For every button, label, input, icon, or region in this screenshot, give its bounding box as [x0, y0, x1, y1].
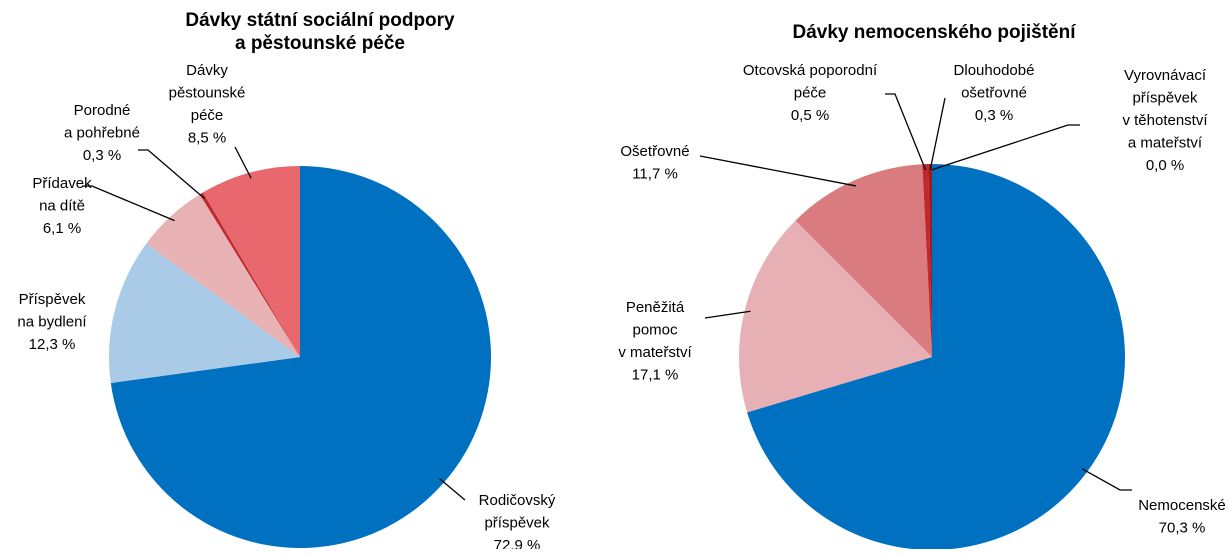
value-label: 8,5 %	[188, 130, 226, 147]
slice-label: Porodné a pohřebné	[64, 102, 140, 142]
slice-label: Nemocenské	[1138, 497, 1226, 514]
slice-label: Přídavek na dítě	[32, 175, 92, 215]
slice-label: Rodičovský příspěvek	[479, 492, 556, 532]
leader-line	[234, 146, 252, 179]
value-label: 72,9 %	[494, 537, 541, 549]
slice-label: Peněžitá pomoc v mateřství	[618, 299, 692, 361]
slice-label: Otcovská poporodní péče	[743, 62, 878, 102]
chart-title: Dávky nemocenského pojištění	[793, 22, 1077, 43]
pie-slice	[747, 164, 1125, 550]
value-label: 0,3 %	[83, 147, 121, 164]
slice-label: Dlouhodobé ošetřovné	[954, 62, 1035, 102]
slice-label: Vyrovnávací příspěvek v těhotenství a mateř…	[1122, 67, 1208, 152]
leader-line	[138, 149, 205, 199]
pie-slice	[928, 164, 932, 357]
pie-slice	[795, 164, 932, 357]
leader-line	[885, 93, 927, 171]
slice-label: Příspěvek na bydlení	[17, 291, 87, 331]
pie-slice	[202, 166, 300, 357]
value-label: 6,1 %	[43, 220, 81, 237]
leader-line	[82, 185, 175, 222]
pie-slice	[146, 194, 300, 357]
value-label: 0,3 %	[975, 107, 1013, 124]
pie-slice	[110, 166, 491, 548]
value-label: 70,3 %	[1159, 520, 1206, 537]
value-label: 12,3 %	[29, 336, 76, 353]
slice-label: Dávky pěstounské péče	[169, 62, 246, 124]
leader-line	[1081, 468, 1132, 491]
leader-line	[439, 478, 466, 501]
value-label: 17,1 %	[632, 367, 679, 384]
pie-slice	[109, 243, 300, 383]
pie-slice	[922, 164, 932, 357]
leader-line	[699, 155, 857, 187]
value-label: 11,7 %	[632, 166, 678, 183]
pie-slice	[199, 192, 300, 357]
pie-slice	[739, 220, 932, 413]
value-label: 0,0 %	[1146, 157, 1184, 174]
leader-line	[931, 124, 1080, 171]
chart-title: Dávky státní sociální podpory a pěstounsk…	[185, 10, 455, 54]
leader-line	[704, 310, 751, 319]
leader-line	[929, 97, 946, 170]
value-label: 0,5 %	[791, 107, 829, 124]
slice-label: Ošetřovné	[620, 143, 689, 160]
